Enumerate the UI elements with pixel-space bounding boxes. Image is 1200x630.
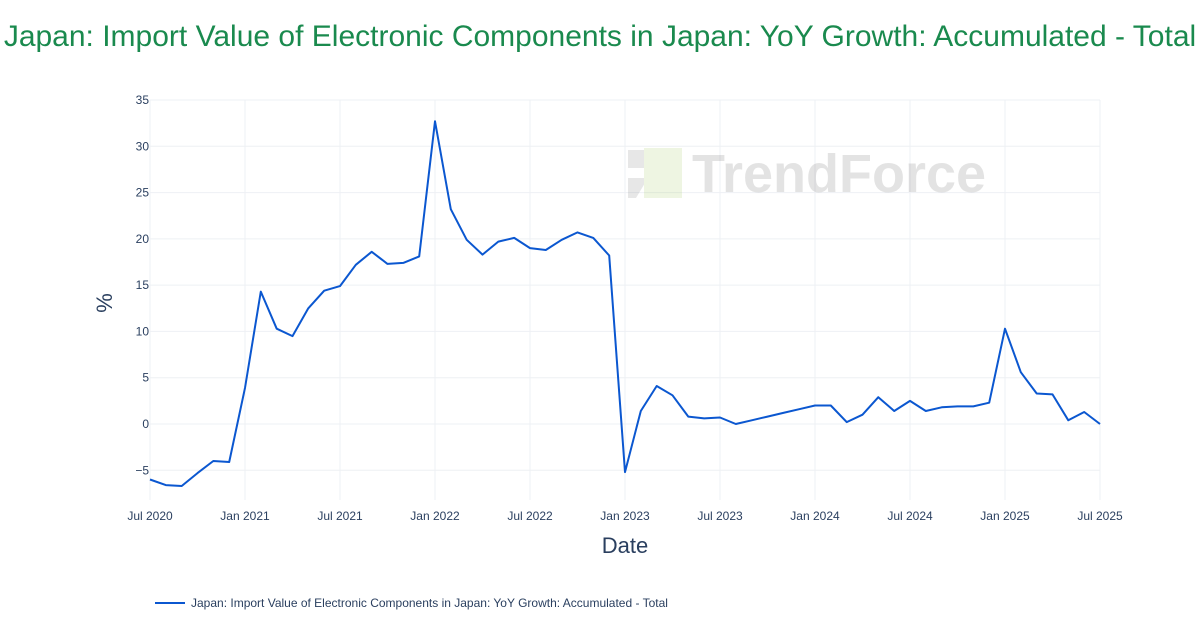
x-tick-label: Jan 2021 bbox=[220, 509, 270, 523]
y-axis-title: % bbox=[92, 293, 117, 313]
y-tick-label: 5 bbox=[142, 371, 149, 385]
legend-item[interactable]: Japan: Import Value of Electronic Compon… bbox=[155, 596, 668, 610]
x-axis-title: Date bbox=[602, 533, 648, 558]
y-tick-label: 0 bbox=[142, 417, 149, 431]
x-tick-label: Jul 2021 bbox=[317, 509, 363, 523]
x-tick-label: Jul 2023 bbox=[697, 509, 743, 523]
x-tick-label: Jul 2020 bbox=[127, 509, 173, 523]
chart-title: Japan: Import Value of Electronic Compon… bbox=[3, 20, 1197, 53]
x-tick-label: Jan 2023 bbox=[600, 509, 650, 523]
watermark-logo: TrendForce bbox=[628, 144, 986, 204]
legend-swatch bbox=[155, 602, 185, 604]
x-tick-label: Jul 2025 bbox=[1077, 509, 1123, 523]
x-tick-label: Jul 2024 bbox=[887, 509, 933, 523]
x-tick-label: Jan 2022 bbox=[410, 509, 460, 523]
y-tick-label: 15 bbox=[136, 278, 150, 292]
svg-text:TrendForce: TrendForce bbox=[692, 144, 986, 204]
y-tick-label: 25 bbox=[136, 186, 150, 200]
grid bbox=[149, 99, 1101, 500]
y-tick-label: 30 bbox=[136, 139, 150, 153]
x-tick-label: Jul 2022 bbox=[507, 509, 553, 523]
x-tick-label: Jan 2025 bbox=[980, 509, 1030, 523]
y-tick-label: 20 bbox=[136, 232, 150, 246]
series-line bbox=[149, 120, 1101, 487]
y-tick-label: 35 bbox=[136, 93, 150, 107]
legend-label: Japan: Import Value of Electronic Compon… bbox=[191, 596, 668, 610]
x-tick-label: Jan 2024 bbox=[790, 509, 840, 523]
y-tick-label: −5 bbox=[135, 463, 149, 477]
y-tick-label: 10 bbox=[136, 324, 150, 338]
